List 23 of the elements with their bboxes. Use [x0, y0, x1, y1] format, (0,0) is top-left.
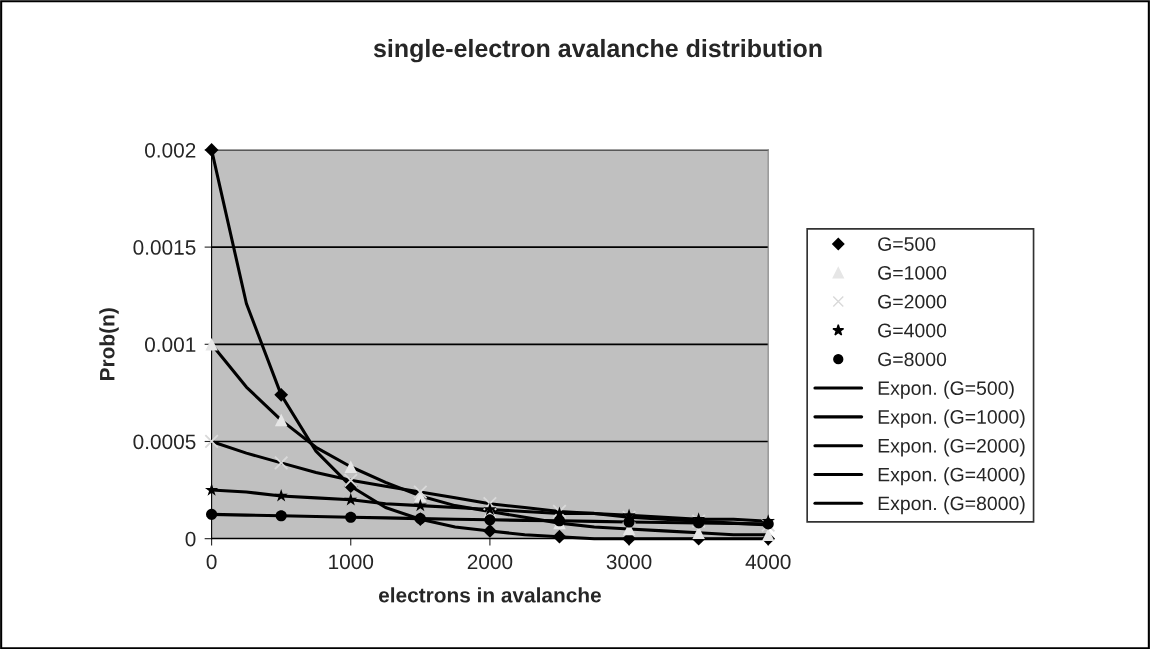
chart-title: single-electron avalanche distribution [373, 38, 822, 63]
x-axis-title: electrons in avalanche [378, 587, 601, 603]
legend-label: Expon. (G=2000) [878, 438, 1025, 457]
x-tick-label: 0 [206, 554, 217, 570]
x-tick-label: 1000 [329, 554, 374, 570]
y-tick-label: 0.0015 [133, 240, 196, 255]
y-tick-label: 0.001 [145, 337, 196, 353]
legend-label: Expon. (G=8000) [878, 496, 1025, 515]
legend-label: G=500 [878, 237, 936, 251]
legend-label: Expon. (G=4000) [878, 467, 1025, 486]
legend-label: G=8000 [878, 352, 947, 367]
legend-label: G=4000 [878, 323, 947, 338]
legend-label: G=1000 [878, 265, 947, 280]
y-axis-title: Prob(n) [99, 308, 119, 380]
x-tick-label: 4000 [745, 554, 791, 570]
y-tick-label: 0.002 [145, 142, 196, 158]
legend-label: G=2000 [878, 294, 947, 309]
x-tick-label: 2000 [467, 554, 513, 570]
y-tick-label: 0 [185, 531, 196, 547]
y-tick-label: 0.0005 [133, 434, 196, 450]
x-tick-label: 3000 [606, 554, 652, 570]
legend-label: Expon. (G=1000) [878, 409, 1025, 428]
legend-label: Expon. (G=500) [878, 380, 1014, 399]
